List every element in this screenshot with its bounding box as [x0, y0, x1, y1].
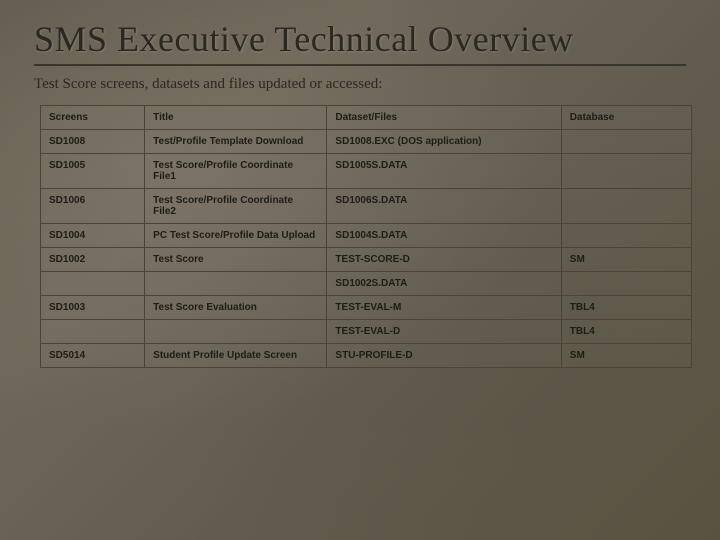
cell: Test/Profile Template Download	[145, 130, 327, 154]
cell: SD1004S.DATA	[327, 224, 561, 248]
table-row: SD1008 Test/Profile Template Download SD…	[41, 130, 692, 154]
cell: TEST-EVAL-D	[327, 320, 561, 344]
cell: SM	[561, 344, 691, 368]
table-row: SD1002 Test Score TEST-SCORE-D SM	[41, 248, 692, 272]
cell	[41, 272, 145, 296]
cell: SD1006S.DATA	[327, 189, 561, 224]
table-row: SD1005 Test Score/Profile Coordinate Fil…	[41, 154, 692, 189]
cell: TBL4	[561, 296, 691, 320]
cell: STU-PROFILE-D	[327, 344, 561, 368]
page-title: SMS Executive Technical Overview	[34, 18, 686, 66]
cell: SD5014	[41, 344, 145, 368]
cell: TEST-SCORE-D	[327, 248, 561, 272]
col-header: Title	[145, 106, 327, 130]
cell: SD1008	[41, 130, 145, 154]
cell	[561, 154, 691, 189]
cell	[41, 320, 145, 344]
cell: SM	[561, 248, 691, 272]
cell: Test Score/Profile Coordinate File1	[145, 154, 327, 189]
cell: SD1005	[41, 154, 145, 189]
cell: Test Score	[145, 248, 327, 272]
col-header: Database	[561, 106, 691, 130]
cell: Test Score Evaluation	[145, 296, 327, 320]
cell	[561, 272, 691, 296]
cell: SD1003	[41, 296, 145, 320]
cell: TEST-EVAL-M	[327, 296, 561, 320]
cell: SD1005S.DATA	[327, 154, 561, 189]
cell: SD1002	[41, 248, 145, 272]
cell	[561, 189, 691, 224]
col-header: Dataset/Files	[327, 106, 561, 130]
cell: Student Profile Update Screen	[145, 344, 327, 368]
cell	[145, 320, 327, 344]
table-row: SD1003 Test Score Evaluation TEST-EVAL-M…	[41, 296, 692, 320]
col-header: Screens	[41, 106, 145, 130]
table-row: SD5014 Student Profile Update Screen STU…	[41, 344, 692, 368]
page-subtitle: Test Score screens, datasets and files u…	[34, 76, 686, 93]
table-header-row: Screens Title Dataset/Files Database	[41, 106, 692, 130]
table-row: TEST-EVAL-D TBL4	[41, 320, 692, 344]
cell: SD1006	[41, 189, 145, 224]
cell	[561, 130, 691, 154]
cell	[561, 224, 691, 248]
table-row: SD1002S.DATA	[41, 272, 692, 296]
cell: SD1008.EXC (DOS application)	[327, 130, 561, 154]
data-table: Screens Title Dataset/Files Database SD1…	[40, 105, 692, 368]
table-row: SD1006 Test Score/Profile Coordinate Fil…	[41, 189, 692, 224]
table-row: SD1004 PC Test Score/Profile Data Upload…	[41, 224, 692, 248]
cell	[145, 272, 327, 296]
cell: SD1004	[41, 224, 145, 248]
cell: PC Test Score/Profile Data Upload	[145, 224, 327, 248]
cell: Test Score/Profile Coordinate File2	[145, 189, 327, 224]
cell: SD1002S.DATA	[327, 272, 561, 296]
cell: TBL4	[561, 320, 691, 344]
